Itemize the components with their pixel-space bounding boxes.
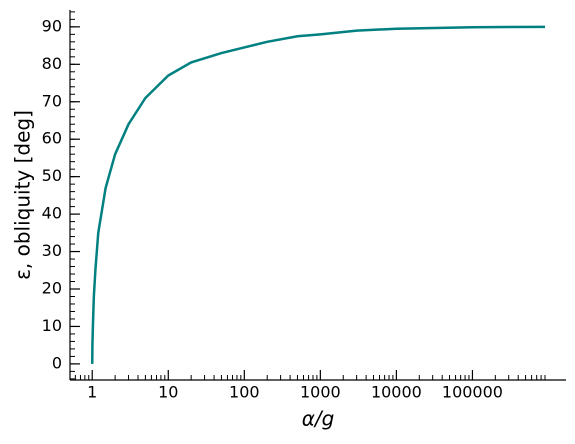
y-tick-label: 60 [42, 129, 62, 148]
data-line [90, 25, 546, 364]
x-tick-label: 10000 [371, 383, 422, 402]
y-tick-label: 80 [42, 54, 62, 73]
y-tick-label: 20 [42, 278, 62, 297]
y-axis-label: ε, obliquity [deg] [11, 110, 35, 280]
x-tick-label: 10 [158, 383, 178, 402]
y-tick-label: 40 [42, 204, 62, 223]
x-tick-label: 100000 [442, 383, 503, 402]
x-axis-label: α/g [302, 407, 335, 431]
y-tick-label: 30 [42, 241, 62, 260]
y-tick-label: 90 [42, 16, 62, 35]
y-tick-label: 0 [52, 353, 62, 372]
x-tick-label: 100 [229, 383, 260, 402]
x-tick-label: 1 [87, 383, 97, 402]
y-tick-label: 70 [42, 91, 62, 110]
x-tick-label: 1000 [300, 383, 341, 402]
y-tick-label: 10 [42, 316, 62, 335]
y-tick-label: 50 [42, 166, 62, 185]
